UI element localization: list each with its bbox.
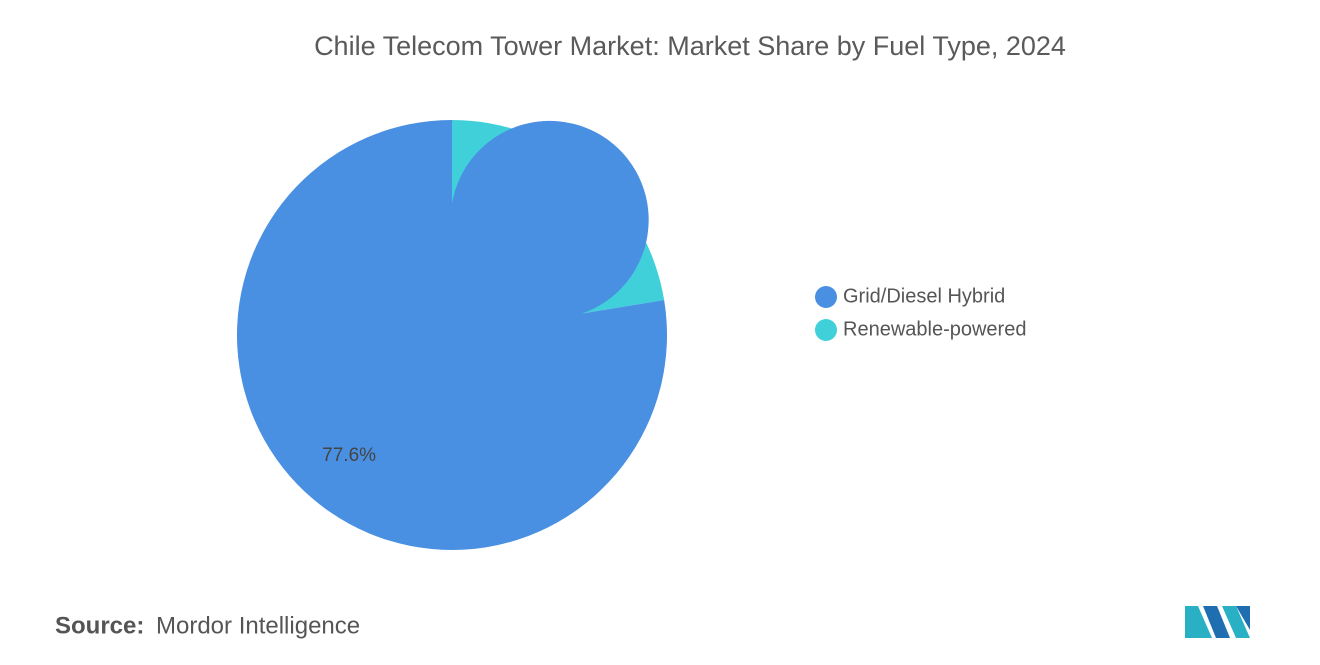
data-label: 77.6%: [322, 445, 376, 466]
source: Mordor Intelligence: [156, 612, 360, 639]
logo-part: [1236, 606, 1250, 630]
logo-part: [1203, 606, 1230, 638]
legend-label: Grid/Diesel Hybrid: [843, 285, 1005, 307]
chart-title: Chile Telecom Tower Market: Market Share…: [314, 31, 1066, 61]
logo-part: [1222, 606, 1250, 638]
source-label: Source:: [55, 612, 144, 639]
legend-marker: [815, 286, 837, 308]
logo: [1185, 606, 1250, 638]
legend-label: Renewable-powered: [843, 318, 1026, 340]
legend-marker: [815, 319, 837, 341]
logo-part: [1185, 606, 1212, 638]
slice: [236, 120, 668, 550]
